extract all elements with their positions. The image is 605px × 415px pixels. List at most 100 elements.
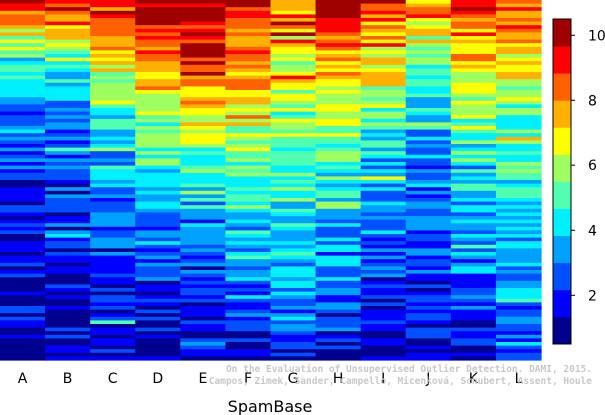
heatmap-cell [90,201,136,206]
heatmap-cell [0,39,46,44]
heatmap-cell [225,338,272,343]
heatmap-cell [90,223,136,228]
heatmap-cell [360,97,407,102]
heatmap-cell [270,79,317,84]
heatmap-cell [270,316,317,321]
heatmap-cell [270,248,317,253]
heatmap-cell [180,234,227,239]
heatmap-cell [45,320,91,325]
heatmap-cell [45,144,91,149]
heatmap-cell [450,248,497,253]
heatmap-cell [225,270,272,275]
heatmap-cell [495,72,542,77]
heatmap-cell [495,237,542,242]
heatmap-cell [405,244,452,249]
heatmap-cell [270,133,317,138]
heatmap-cell [135,57,181,62]
heatmap-cell [180,208,227,213]
heatmap-cell [495,172,542,177]
heatmap-cell [180,0,227,5]
heatmap-cell [495,14,542,19]
heatmap-cell [270,172,317,177]
heatmap-cell [315,7,362,12]
heatmap-cell [495,7,542,12]
heatmap-cell [0,129,46,134]
heatmap-cell [450,147,497,152]
heatmap-cell [45,270,91,275]
heatmap-cell [225,133,272,138]
heatmap-cell [315,345,362,350]
heatmap-cell [135,316,181,321]
heatmap-cell [450,14,497,19]
heatmap-cell [135,313,181,318]
heatmap-cell [90,79,136,84]
heatmap-cell [360,118,407,123]
heatmap-cell [180,180,227,185]
heatmap-cell [270,338,317,343]
heatmap-cell [315,331,362,336]
heatmap-cell [450,230,497,235]
heatmap-cell [270,201,317,206]
heatmap-cell [405,187,452,192]
heatmap-cell [45,147,91,152]
heatmap-cell [45,46,91,51]
heatmap-cell [90,284,136,289]
heatmap-cell [180,342,227,347]
heatmap-cell [315,252,362,257]
heatmap-cell [135,234,181,239]
heatmap-cell [315,64,362,69]
heatmap-cell [180,64,227,69]
heatmap-cell [45,36,91,41]
heatmap-cell [450,338,497,343]
heatmap-cell [45,324,91,329]
heatmap-cell [495,136,542,141]
heatmap-cell [90,126,136,131]
heatmap-cell [225,190,272,195]
heatmap-cell [225,154,272,159]
heatmap-cell [495,226,542,231]
heatmap-cell [270,180,317,185]
heatmap-cell [225,230,272,235]
heatmap-cell [135,226,181,231]
heatmap-cell [0,93,46,98]
heatmap-cell [0,349,46,354]
heatmap-cell [405,133,452,138]
heatmap-cell [270,129,317,134]
heatmap-cell [405,144,452,149]
heatmap-cell [405,219,452,224]
heatmap-cell [225,0,272,5]
heatmap-cell [495,50,542,55]
heatmap-cell [45,187,91,192]
heatmap-cell [135,118,181,123]
heatmap-cell [135,126,181,131]
heatmap-cell [315,352,362,357]
heatmap-cell [0,230,46,235]
heatmap-cell [180,262,227,267]
heatmap-cell [450,219,497,224]
heatmap-cell [495,324,542,329]
heatmap-cell [405,10,452,15]
heatmap-cell [405,291,452,296]
heatmap-cell [225,280,272,285]
heatmap-cell [180,154,227,159]
heatmap-cell [405,183,452,188]
heatmap-cell [0,90,46,95]
heatmap-cell [225,126,272,131]
heatmap-cell [90,273,136,278]
heatmap-cell [180,219,227,224]
heatmap-cell [315,28,362,33]
heatmap-cell [270,291,317,296]
heatmap-cell [270,298,317,303]
heatmap-cell [135,216,181,221]
heatmap-cell [360,230,407,235]
heatmap-cell [360,86,407,91]
heatmap-cell [495,3,542,8]
heatmap-cell [360,194,407,199]
heatmap-cell [135,219,181,224]
heatmap-cell [0,190,46,195]
heatmap-cell [495,36,542,41]
heatmap-cell [180,291,227,296]
x-tick-label: F [244,371,252,387]
heatmap-cell [450,320,497,325]
heatmap-cell [270,115,317,120]
